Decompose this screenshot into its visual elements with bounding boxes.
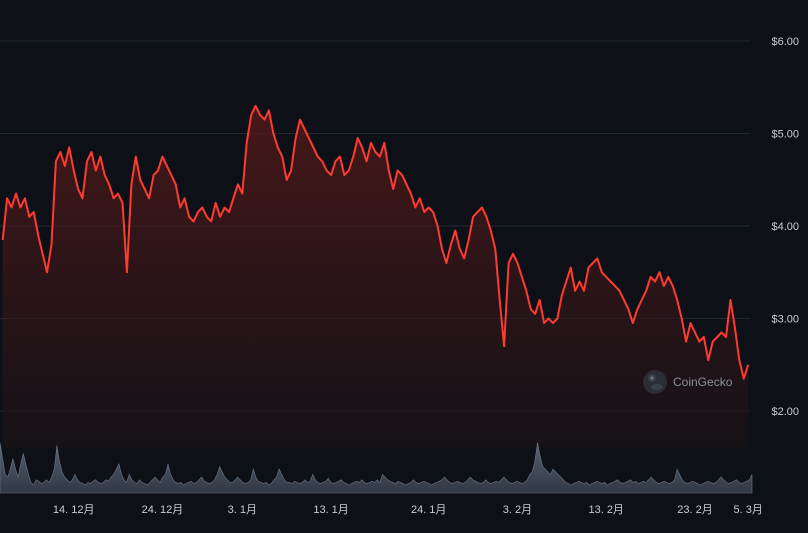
price-line [1,104,750,380]
volume-area [0,442,753,494]
x-tick-label: 23. 2月 [677,504,712,516]
price-area-fill [2,105,749,449]
x-tick-label: 24. 1月 [411,504,446,516]
y-tick-label: $4.00 [771,221,799,233]
price-axis: $6.00 $5.00 $4.00 $3.00 $2.00 [771,36,799,418]
volume-area-layer [0,442,753,494]
x-tick-label: 5. 3月 [734,504,763,516]
price-line-layer [1,104,750,380]
price-area [2,105,749,449]
x-tick-label: 3. 1月 [228,504,257,516]
x-tick-label: 13. 1月 [313,504,348,516]
time-axis: 14. 12月 24. 12月 3. 1月 13. 1月 24. 1月 3. 2月 13. … [53,504,763,516]
x-tick-label: 13. 2月 [588,504,623,516]
y-tick-label: $3.00 [771,314,799,326]
x-tick-label: 3. 2月 [503,504,532,516]
watermark: CoinGecko [643,370,733,394]
coingecko-logo-icon [643,370,667,394]
x-tick-label: 14. 12月 [53,504,95,516]
y-tick-label: $2.00 [771,406,799,418]
x-tick-label: 24. 12月 [142,504,184,516]
y-tick-label: $6.00 [771,36,799,48]
watermark-text: CoinGecko [673,375,733,389]
y-tick-label: $5.00 [771,129,799,141]
